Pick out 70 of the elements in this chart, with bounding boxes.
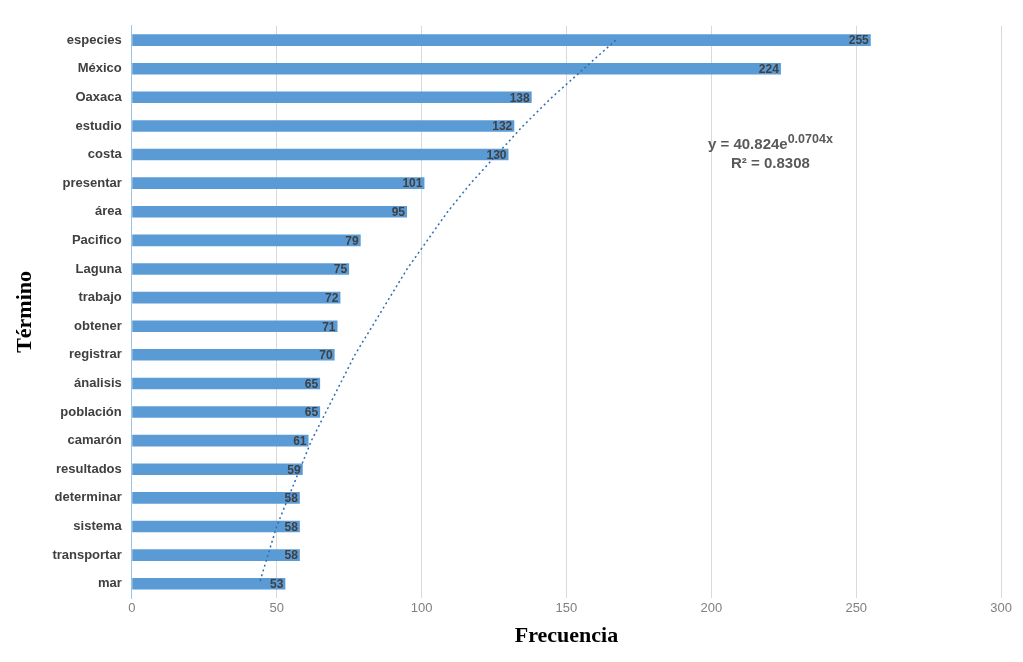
y-tick-label: presentar <box>62 174 122 190</box>
bar <box>132 434 309 447</box>
data-label: 138 <box>509 90 530 105</box>
y-tick-label: especies <box>66 31 122 47</box>
y-tick-label: población <box>60 403 122 419</box>
y-tick-label: camarón <box>67 432 122 448</box>
data-label: 224 <box>758 62 780 77</box>
x-tick-label: 150 <box>555 600 578 616</box>
data-label: 132 <box>492 119 513 134</box>
annotation: y = 40.824e$^{0.0704x}$ <box>708 131 833 153</box>
data-label: 101 <box>402 176 423 191</box>
bar <box>132 205 408 218</box>
data-label: 58 <box>284 519 299 534</box>
data-label: 53 <box>269 577 284 592</box>
x-axis-title: Frecuencia <box>514 622 619 648</box>
y-tick-label: determinar <box>54 489 122 505</box>
y-tick-label: área <box>95 203 123 219</box>
x-tick-label: 200 <box>700 600 723 616</box>
data-label: 61 <box>293 433 307 448</box>
bar <box>132 492 300 504</box>
x-tick-label: 50 <box>269 600 284 616</box>
data-label: 75 <box>333 262 348 277</box>
data-label: 58 <box>284 491 299 506</box>
bar <box>132 463 303 476</box>
annotation: R² = 0.8308 <box>730 153 811 172</box>
y-tick-label: Pacifico <box>71 231 122 247</box>
bar <box>132 406 321 418</box>
data-label: 255 <box>848 33 870 48</box>
y-axis-title: Término <box>10 270 36 353</box>
data-label: 71 <box>322 319 336 334</box>
bar <box>132 320 338 332</box>
y-tick-label: sistema <box>73 518 123 534</box>
data-label: 130 <box>486 147 507 162</box>
bar <box>132 263 350 275</box>
data-label: 65 <box>304 405 319 420</box>
x-tick-label: 0 <box>128 600 136 616</box>
y-tick-label: registrar <box>69 346 122 362</box>
y-tick-label: resultados <box>56 460 122 476</box>
bar <box>132 291 341 304</box>
x-tick-label: 250 <box>845 600 868 616</box>
data-label: 72 <box>325 290 339 305</box>
bar <box>132 234 361 247</box>
data-label: 59 <box>287 462 302 477</box>
y-tick-label: trabajo <box>78 289 122 305</box>
y-tick-label: ánalisis <box>74 375 122 390</box>
x-tick-label: 300 <box>990 600 1013 616</box>
y-tick-label: costa <box>87 146 123 162</box>
y-tick-label: estudio <box>75 117 122 133</box>
data-label: 58 <box>284 548 299 563</box>
data-label: 95 <box>391 205 406 220</box>
bar <box>132 549 300 561</box>
y-tick-label: Laguna <box>75 260 123 276</box>
y-tick-label: México <box>77 60 122 76</box>
data-label: 70 <box>319 348 333 363</box>
y-tick-label: Oaxaca <box>75 88 123 104</box>
bar <box>132 148 509 161</box>
bar <box>132 62 781 75</box>
y-tick-label: mar <box>97 575 122 591</box>
bar <box>132 91 532 104</box>
data-label: 79 <box>345 233 360 248</box>
bar <box>132 177 425 189</box>
bar <box>132 34 871 46</box>
bar <box>132 120 515 132</box>
y-tick-label: transportar <box>52 546 122 562</box>
y-tick-label: obtener <box>74 317 122 333</box>
x-tick-label: 100 <box>410 600 433 616</box>
data-label: 65 <box>304 376 319 391</box>
bar <box>132 520 300 533</box>
bar <box>132 349 335 361</box>
bar <box>132 377 321 390</box>
